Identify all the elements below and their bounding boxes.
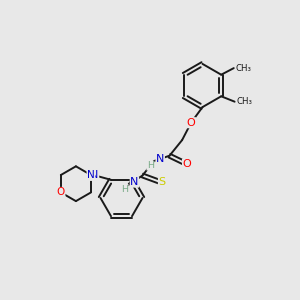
Text: N: N xyxy=(130,177,139,187)
Text: N: N xyxy=(87,170,95,180)
Text: O: O xyxy=(187,118,196,128)
Text: O: O xyxy=(57,188,65,197)
Text: H: H xyxy=(121,184,128,194)
Text: N: N xyxy=(90,170,99,180)
Text: N: N xyxy=(156,154,164,164)
Text: H: H xyxy=(147,161,154,170)
Text: O: O xyxy=(182,159,191,169)
Text: CH₃: CH₃ xyxy=(236,97,252,106)
Text: CH₃: CH₃ xyxy=(235,64,251,73)
Text: S: S xyxy=(158,177,166,187)
